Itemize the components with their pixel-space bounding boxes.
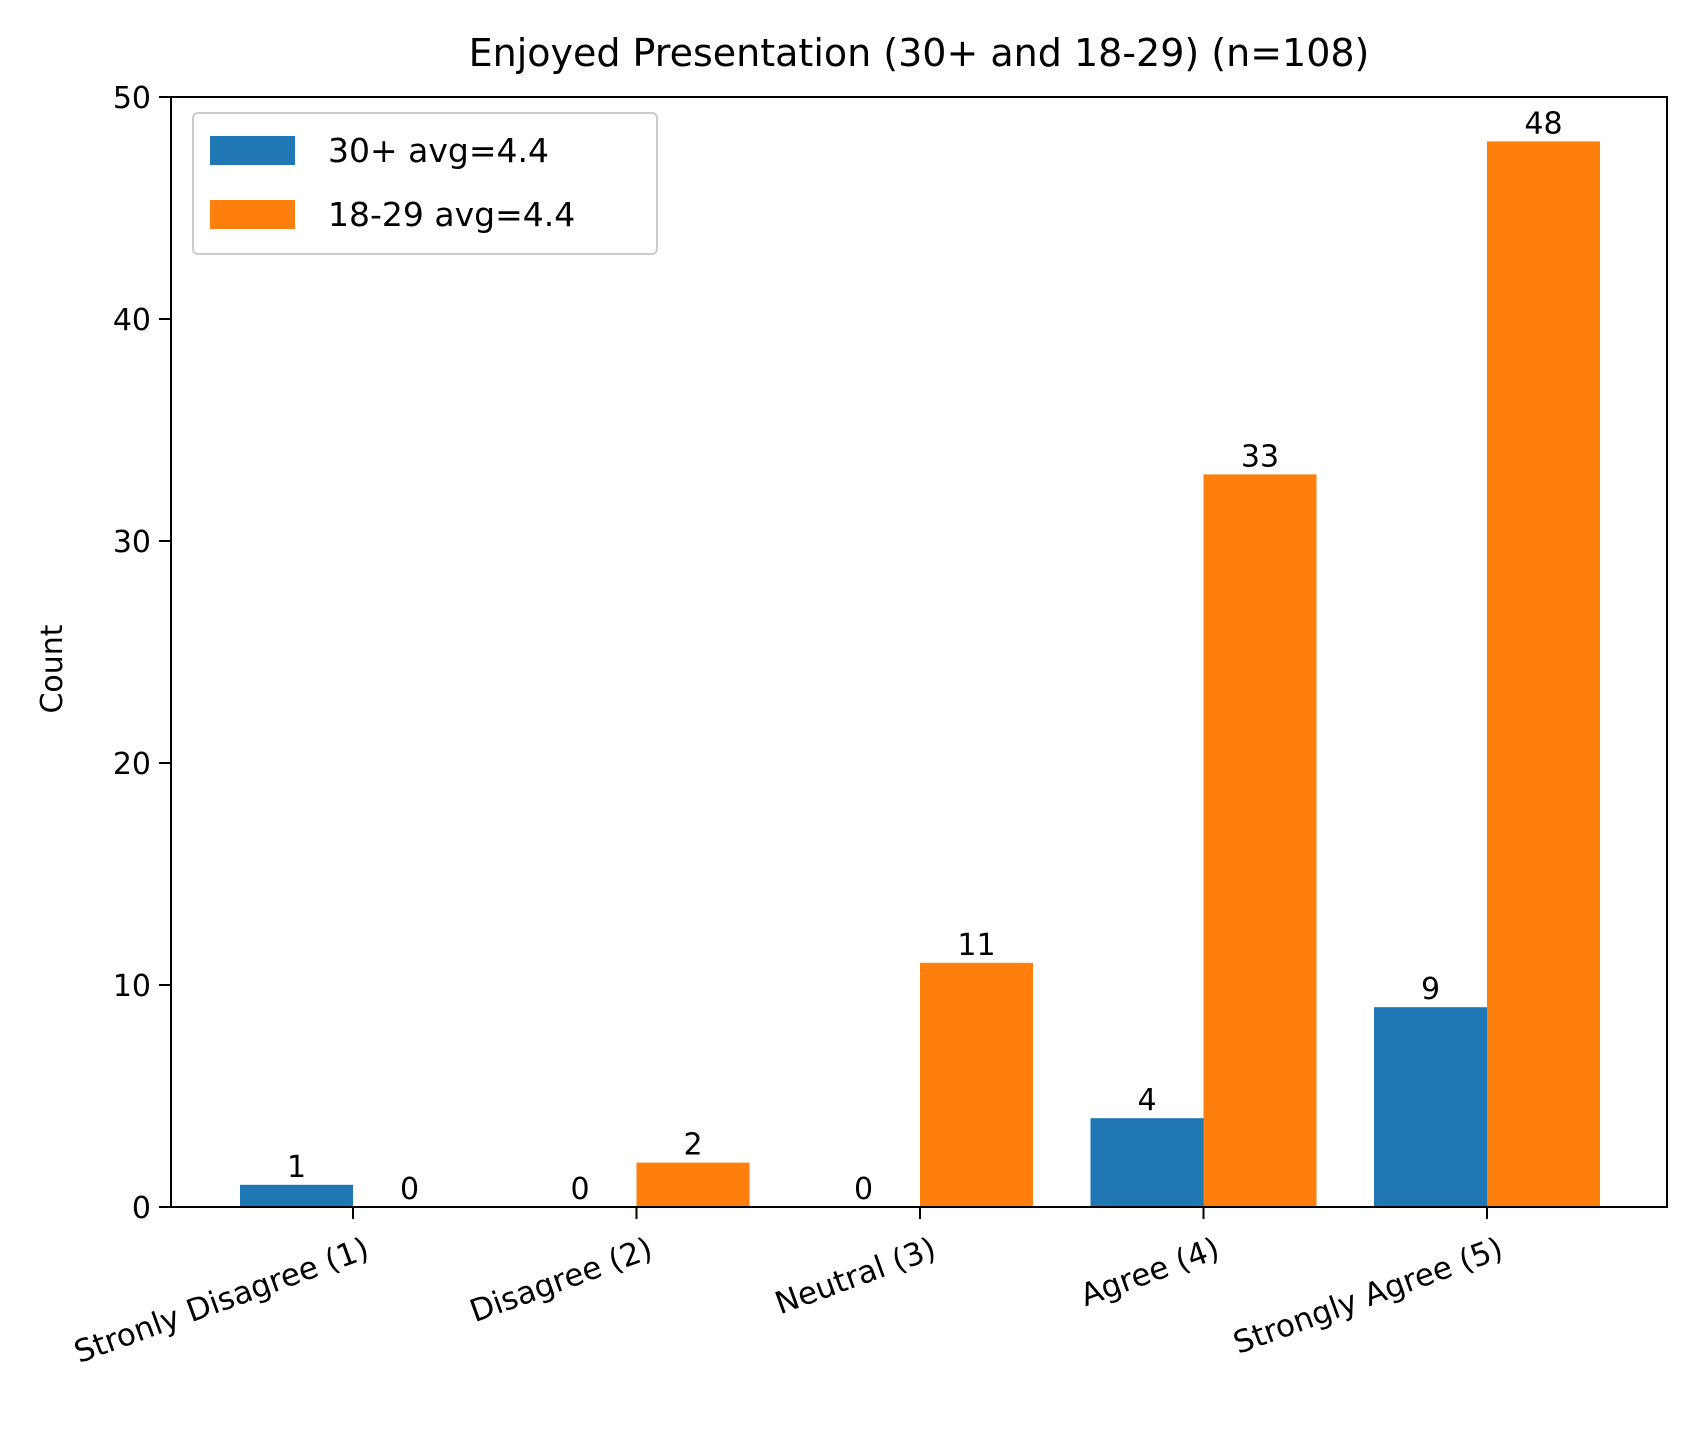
plot-frame (170, 96, 1668, 1208)
bar-value-label: 1 (287, 1150, 306, 1185)
bar-series-1-cat-1 (636, 1162, 750, 1207)
bar-value-label: 2 (683, 1128, 702, 1163)
bar-value-label: 4 (1137, 1083, 1156, 1118)
y-tick-label: 50 (113, 81, 151, 116)
legend-label-30plus: 30+ avg=4.4 (328, 131, 549, 170)
bar-data-labels: 1 0 0 4 9 0 2 11 33 48 (287, 106, 1563, 1207)
y-tick-label: 20 (113, 747, 151, 782)
y-tick-label: 30 (113, 525, 151, 560)
bar-series-0-cat-4 (1374, 1007, 1487, 1207)
y-axis-label: Count (35, 624, 70, 713)
bar-series-0-cat-3 (1090, 1118, 1204, 1207)
bars-group (240, 141, 1600, 1207)
legend: 30+ avg=4.4 18-29 avg=4.4 (192, 112, 658, 255)
bar-value-label: 0 (400, 1172, 419, 1207)
bar-series-1-cat-2 (920, 962, 1033, 1207)
bar-series-1-cat-4 (1487, 141, 1600, 1207)
y-tick-label: 10 (113, 969, 151, 1004)
bar-series-1-cat-3 (1203, 474, 1317, 1207)
bar-value-label: 9 (1421, 972, 1440, 1007)
y-axis-ticks: 0 10 20 30 40 50 (113, 81, 171, 1226)
y-tick-label: 0 (132, 1191, 151, 1226)
bar-value-label: 48 (1524, 106, 1562, 141)
bar-series-0-cat-0 (240, 1184, 353, 1207)
legend-box (192, 112, 658, 255)
bar-value-label: 33 (1241, 439, 1279, 474)
bar-value-label: 0 (854, 1172, 873, 1207)
legend-swatch-30plus (210, 136, 295, 165)
bar-value-label: 11 (957, 928, 995, 963)
y-tick-label: 40 (113, 303, 151, 338)
bar-value-label: 0 (570, 1172, 589, 1207)
legend-label-18-29: 18-29 avg=4.4 (328, 195, 575, 234)
chart-title: Enjoyed Presentation (30+ and 18-29) (n=… (469, 31, 1370, 75)
legend-swatch-18-29 (210, 200, 295, 229)
